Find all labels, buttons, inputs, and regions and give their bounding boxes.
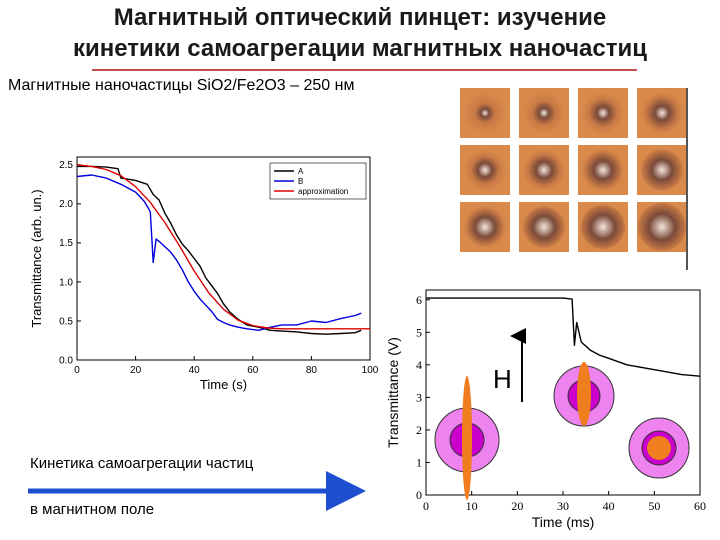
plot-frame (76, 156, 371, 361)
particle-diagram-1 (434, 376, 500, 500)
title-line-2: кинетики самоагрегации магнитных наночас… (72, 35, 648, 62)
x-tick-label: 40 (603, 499, 615, 513)
y-tick-label: 1.0 (59, 277, 73, 288)
particle-aggregate-micrograph (637, 145, 687, 195)
series-line-A (77, 165, 362, 335)
x-tick-label: 80 (306, 365, 318, 376)
legend-entry: approximation (298, 187, 348, 196)
particle-aggregate-micrograph (519, 145, 569, 195)
particle-aggregate-micrograph (519, 202, 569, 252)
micrograph-grid (460, 88, 687, 260)
y-tick-label: 1 (416, 455, 422, 469)
y-tick-label: 3 (416, 390, 422, 404)
particle-aggregate-micrograph (637, 202, 687, 252)
caption-kinetics: Кинетика самоагрегации частиц (30, 455, 254, 472)
y-tick-label: 2.0 (59, 199, 73, 210)
x-tick-label: 40 (189, 365, 201, 376)
y-tick-label: 0 (416, 488, 422, 502)
y-tick-label: 6 (416, 293, 422, 307)
slide-title: Магнитный оптический пинцет: изучение ки… (0, 2, 720, 64)
particle-aggregate-micrograph (460, 202, 510, 252)
legend-entry: A (298, 167, 304, 176)
caption-magnetic-field: в магнитном поле (30, 501, 155, 518)
photo-divider (686, 88, 688, 270)
x-tick-label: 30 (557, 499, 569, 513)
y-tick-label: 2.5 (59, 160, 73, 171)
particle-aggregate-micrograph (578, 145, 628, 195)
title-line-1: Магнитный оптический пинцет: изучение (113, 4, 607, 31)
x-axis-label: Time (ms) (532, 514, 594, 530)
particle-aggregate-micrograph (578, 202, 628, 252)
particle-diagram-2 (553, 362, 615, 427)
x-tick-label: 100 (362, 365, 379, 376)
series-line-B (76, 174, 362, 331)
particle-aggregate-micrograph (637, 88, 687, 138)
particle-aggregate-micrograph (460, 88, 510, 138)
particle-aggregate-micrograph (578, 88, 628, 138)
kinetics-chart-milliseconds: 0 10 20 30 40 50 60 0 1 2 3 4 5 6 Time (ms) Transmittan… (385, 289, 706, 530)
title-divider (92, 69, 637, 71)
kinetics-chart-seconds: 0 20 40 60 80 100 0.0 0.5 1.0 1.5 2.0 2.5 Time (s) Tr… (29, 156, 379, 392)
series-line-0 (426, 297, 701, 377)
x-tick-label: 60 (247, 365, 259, 376)
field-label: H (493, 364, 512, 394)
x-tick-label: 10 (466, 499, 478, 513)
legend-entry: B (298, 177, 303, 186)
x-tick-label: 0 (423, 499, 429, 513)
particle-aggregate-micrograph (460, 145, 510, 195)
y-tick-label: 4 (416, 358, 422, 372)
y-tick-label: 2 (416, 423, 422, 437)
particle-diagram-3 (628, 417, 690, 479)
y-axis-label: Transmittance (arb. un.) (29, 189, 44, 327)
x-tick-label: 60 (694, 499, 706, 513)
particle-aggregate-micrograph (519, 88, 569, 138)
slide-subtitle: Магнитные наночастицы SiO2/Fe2O3 – 250 н… (8, 77, 355, 94)
x-tick-label: 20 (130, 365, 142, 376)
y-tick-label: 5 (416, 325, 422, 339)
y-tick-label: 0.0 (59, 355, 73, 366)
x-tick-label: 50 (648, 499, 660, 513)
y-axis-label: Transmittance (V) (385, 337, 401, 448)
particle-diagrams (434, 362, 690, 500)
y-tick-label: 1.5 (59, 238, 73, 249)
series-line-approximation (76, 164, 370, 330)
y-tick-label: 0.5 (59, 316, 73, 327)
x-axis-label: Time (s) (200, 377, 247, 392)
x-tick-label: 0 (74, 365, 80, 376)
x-tick-label: 20 (511, 499, 523, 513)
